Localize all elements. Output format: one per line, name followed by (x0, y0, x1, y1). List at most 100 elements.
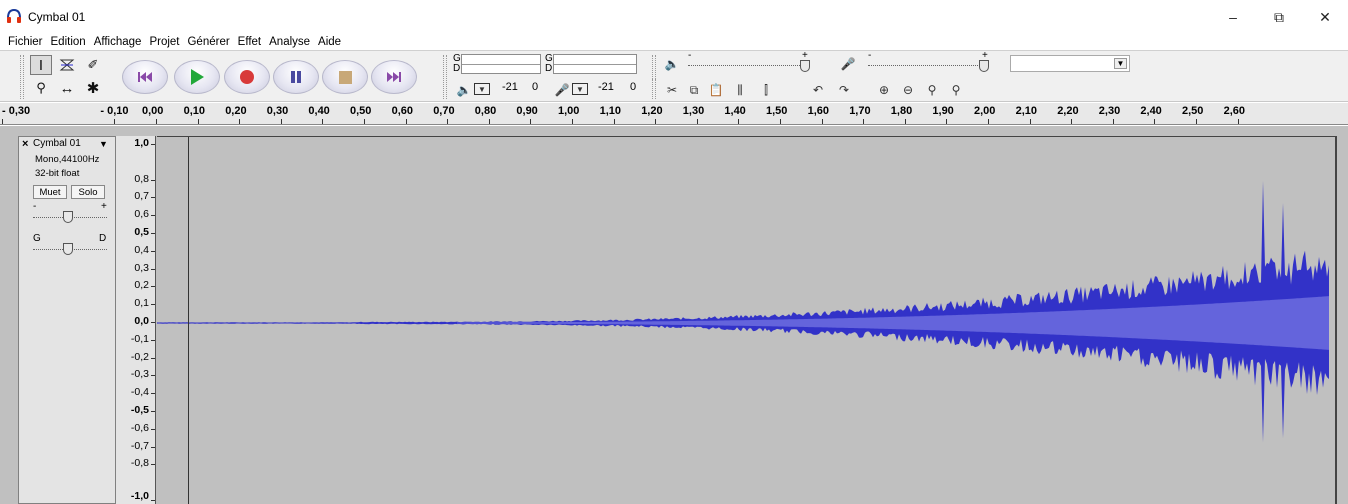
ruler-label: 0,00 (142, 105, 164, 117)
minimize-button[interactable]: – (1229, 9, 1237, 25)
zoom-in-icon[interactable]: ⊕ (878, 83, 890, 97)
device-select-dropdown-icon[interactable]: ▼ (1114, 58, 1127, 69)
trim-audio-icon[interactable]: ⫼ (737, 82, 743, 97)
ruler-tick (946, 119, 948, 124)
amplitude-label: 0,1 (134, 297, 149, 310)
menu-aide[interactable]: Aide (318, 36, 342, 48)
copy-icon[interactable]: ⧉ (689, 82, 699, 97)
envelope-tool-icon[interactable] (56, 55, 78, 75)
redo-icon[interactable]: ↷ (838, 83, 850, 97)
menu-edition[interactable]: Edition (50, 36, 86, 48)
amplitude-label: 0,3 (134, 261, 149, 274)
ruler-tick (1029, 119, 1031, 124)
menu-affichage[interactable]: Affichage (93, 36, 142, 48)
record-volume-slider[interactable] (868, 65, 984, 66)
menu-effet[interactable]: Effet (237, 36, 262, 48)
gain-slider-thumb[interactable] (63, 211, 73, 223)
playback-meter[interactable] (461, 54, 541, 74)
skip-end-icon (387, 72, 401, 82)
zoom-tool-icon[interactable]: ⚲ (36, 80, 46, 95)
ruler-label: 0,40 (308, 105, 330, 117)
draw-tool-icon[interactable]: ✐ (87, 57, 99, 72)
waveform (157, 180, 1329, 443)
track-close-icon[interactable]: × (22, 138, 29, 150)
amplitude-tick (151, 215, 155, 217)
record-meter-dropdown-icon[interactable]: ▼ (572, 83, 588, 95)
solo-button[interactable]: Solo (71, 185, 105, 199)
selection-tool-icon[interactable]: I (30, 55, 52, 75)
timeline-ruler[interactable]: - 0,30 - 0,10 0,00 0,10 0,20 0,30 0,40 0,50 0,60… (0, 103, 1348, 125)
cut-icon[interactable]: ✂ (666, 83, 678, 97)
edit-toolbar-grip[interactable] (652, 79, 656, 99)
waveform-area[interactable] (157, 136, 1337, 504)
track-name[interactable]: Cymbal 01 (33, 138, 81, 149)
menu-fichier[interactable]: Fichier (8, 36, 43, 48)
mute-button[interactable]: Muet (33, 185, 67, 199)
record-meter[interactable] (553, 54, 637, 74)
toolbars: I ✐ ⚲ ↔ ✱ G D G D 🔈 ▼ -21 0 🎤 ▼ -21 0 🔈 … (0, 50, 1348, 102)
amplitude-tick (151, 197, 155, 199)
skip-to-start-button[interactable] (122, 60, 168, 94)
zoom-out-icon[interactable]: ⊖ (902, 83, 914, 97)
amplitude-label: -0,1 (130, 332, 149, 345)
ruler-tick (1112, 119, 1114, 124)
ruler-tick (405, 119, 407, 124)
amplitude-tick (151, 322, 155, 323)
stop-button[interactable] (322, 60, 368, 94)
edit-cursor-line (188, 137, 189, 504)
playback-volume-slider[interactable] (688, 65, 804, 66)
fit-project-icon[interactable]: ⚲ (951, 83, 961, 97)
skip-to-end-button[interactable] (371, 60, 417, 94)
meter-toolbar-grip[interactable] (443, 55, 447, 99)
mixer-toolbar-grip[interactable] (652, 55, 656, 99)
fit-selection-icon[interactable]: ⚲ (927, 83, 937, 97)
amplitude-tick (151, 339, 155, 341)
ruler-label: 1,50 (766, 105, 788, 117)
pan-slider-thumb[interactable] (63, 243, 73, 255)
playback-volume-max-label: + (802, 50, 808, 61)
playback-volume-thumb[interactable] (800, 60, 810, 72)
ruler-tick (904, 119, 906, 124)
device-select[interactable]: ▼ (1010, 55, 1130, 72)
menu-analyse[interactable]: Analyse (269, 36, 311, 48)
amplitude-label: 0,4 (134, 243, 149, 256)
multi-tool-icon[interactable]: ✱ (86, 80, 100, 97)
maximize-button[interactable]: ⧉ (1274, 8, 1284, 25)
amplitude-label: 0,7 (134, 190, 149, 203)
menu-bar: Fichier Edition Affichage Projet Générer… (0, 34, 1348, 50)
record-volume-thumb[interactable] (979, 60, 989, 72)
tools-toolbar-grip[interactable] (20, 55, 24, 99)
time-shift-tool-icon[interactable]: ↔ (59, 79, 75, 97)
ruler-tick (530, 119, 532, 124)
ruler-tick (322, 119, 324, 124)
skip-start-icon (138, 72, 152, 82)
pause-button[interactable] (273, 60, 319, 94)
playback-meter-dropdown-icon[interactable]: ▼ (474, 83, 490, 95)
amplitude-label: -0,4 (130, 386, 149, 399)
record-meter-microphone-icon: 🎤 (554, 83, 570, 97)
amplitude-tick (151, 357, 155, 359)
ruler-label: 1,40 (724, 105, 746, 117)
playback-volume-min-label: - (688, 50, 692, 61)
amplitude-tick (151, 428, 155, 430)
amplitude-tick (151, 446, 155, 448)
amplitude-tick (151, 500, 155, 501)
menu-generer[interactable]: Générer (187, 36, 230, 48)
close-button[interactable]: ✕ (1319, 8, 1331, 25)
record-button[interactable] (224, 60, 270, 94)
ruler-tick (114, 119, 116, 124)
ruler-label: - 0,30 (2, 105, 31, 117)
undo-icon[interactable]: ↶ (812, 83, 824, 97)
record-meter-gain-label: -21 (598, 81, 614, 93)
ruler-label: 1,20 (641, 105, 663, 117)
record-volume-max-label: + (982, 50, 988, 61)
pan-slider-left-label: G (33, 233, 41, 244)
amplitude-tick (151, 375, 155, 377)
paste-icon[interactable]: 📋 (708, 83, 724, 97)
silence-audio-icon[interactable]: ⫿ (764, 82, 768, 97)
track-menu-dropdown-icon[interactable]: ▼ (99, 139, 108, 149)
play-button[interactable] (174, 60, 220, 94)
ruler-label: 2,00 (974, 105, 996, 117)
menu-projet[interactable]: Projet (149, 36, 180, 48)
ruler-tick (239, 119, 241, 124)
